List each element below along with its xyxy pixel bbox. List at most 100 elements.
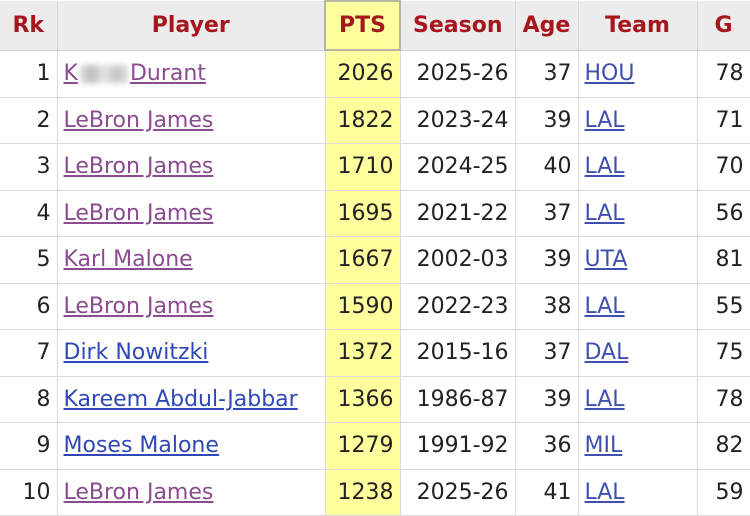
team-cell: LAL xyxy=(578,283,698,330)
age-cell: 41 xyxy=(515,469,579,516)
player-cell: Kareem Abdul-Jabbar xyxy=(57,376,326,423)
season-cell: 1991-92 xyxy=(400,422,516,470)
player-link[interactable]: LeBron James xyxy=(63,154,214,180)
age-cell: 37 xyxy=(515,329,579,377)
player-name-end: Durant xyxy=(129,61,206,86)
points-cell: 1695 xyxy=(325,190,401,237)
team-link[interactable]: LAL xyxy=(584,386,625,412)
team-cell: HOU xyxy=(578,50,698,98)
team-link[interactable]: LAL xyxy=(584,200,625,226)
table-row: 1 K Durant 2026 2025-26 37 HOU 78 xyxy=(0,50,750,98)
rank-cell: 8 xyxy=(0,376,58,423)
points-cell: 1710 xyxy=(325,143,401,191)
player-cell: K Durant xyxy=(57,50,326,98)
column-header[interactable]: PTS xyxy=(324,0,401,51)
player-link[interactable]: Dirk Nowitzki xyxy=(63,340,209,366)
games-cell: 75 xyxy=(697,329,750,377)
games-cell: 78 xyxy=(697,376,750,423)
games-cell: 70 xyxy=(697,143,750,191)
team-cell: DAL xyxy=(578,329,698,377)
player-link[interactable]: LeBron James xyxy=(63,200,214,226)
age-cell: 36 xyxy=(515,422,579,470)
team-cell: UTA xyxy=(578,236,698,284)
games-cell: 82 xyxy=(697,422,750,470)
column-header[interactable]: G xyxy=(697,1,750,51)
games-cell: 78 xyxy=(697,50,750,98)
team-link[interactable]: LAL xyxy=(584,154,625,180)
points-cell: 1238 xyxy=(325,469,401,516)
team-link[interactable]: DAL xyxy=(584,340,629,366)
team-link[interactable]: UTA xyxy=(584,247,628,273)
games-cell: 59 xyxy=(697,469,750,516)
player-cell: Moses Malone xyxy=(57,422,326,470)
team-cell: LAL xyxy=(578,376,698,423)
team-link[interactable]: LAL xyxy=(584,479,625,505)
team-cell: LAL xyxy=(578,469,698,516)
player-cell: LeBron James xyxy=(57,97,326,144)
age-cell: 38 xyxy=(515,283,579,330)
rank-cell: 5 xyxy=(0,236,58,284)
player-link[interactable]: K Durant xyxy=(64,61,206,86)
season-cell: 2015-16 xyxy=(400,329,516,377)
player-cell: LeBron James xyxy=(57,143,326,191)
rank-cell: 1 xyxy=(0,50,58,98)
player-link[interactable]: Kareem Abdul-Jabbar xyxy=(63,386,298,412)
column-header[interactable]: Team xyxy=(578,1,698,51)
player-link[interactable]: LeBron James xyxy=(63,293,214,319)
games-cell: 56 xyxy=(697,190,750,237)
blurred-text xyxy=(79,65,128,83)
player-cell: LeBron James xyxy=(57,190,326,237)
column-header[interactable]: Player xyxy=(57,1,326,51)
team-link[interactable]: LAL xyxy=(584,293,625,319)
table-row: 3 LeBron James 1710 2024-25 40 LAL 70 xyxy=(0,143,750,191)
table-row: 7 Dirk Nowitzki 1372 2015-16 37 DAL 75 xyxy=(0,329,750,377)
points-cell: 2026 xyxy=(325,50,401,98)
player-link[interactable]: Karl Malone xyxy=(63,247,193,273)
age-cell: 39 xyxy=(515,97,579,144)
games-cell: 71 xyxy=(697,97,750,144)
player-cell: LeBron James xyxy=(57,283,326,330)
age-cell: 39 xyxy=(515,376,579,423)
age-cell: 40 xyxy=(515,143,579,191)
season-cell: 2023-24 xyxy=(400,97,516,144)
points-cell: 1366 xyxy=(325,376,401,423)
age-cell: 39 xyxy=(515,236,579,284)
season-cell: 2025-26 xyxy=(400,469,516,516)
rank-cell: 10 xyxy=(0,469,58,516)
player-link[interactable]: LeBron James xyxy=(63,479,214,505)
team-cell: LAL xyxy=(578,143,698,191)
season-cell: 2024-25 xyxy=(400,143,516,191)
team-link[interactable]: HOU xyxy=(584,61,635,86)
team-link[interactable]: LAL xyxy=(584,107,625,133)
rank-cell: 6 xyxy=(0,283,58,330)
column-header[interactable]: Age xyxy=(515,1,579,51)
team-cell: MIL xyxy=(578,422,698,470)
points-cell: 1667 xyxy=(325,236,401,284)
table-row: 8 Kareem Abdul-Jabbar 1366 1986-87 39 LAL 78 xyxy=(0,376,750,423)
player-cell: LeBron James xyxy=(57,469,326,516)
rank-cell: 2 xyxy=(0,97,58,144)
season-cell: 2025-26 xyxy=(400,50,516,98)
header-row: Rk Player PTS Season Age Team G xyxy=(0,0,750,51)
team-link[interactable]: MIL xyxy=(584,433,623,459)
games-cell: 81 xyxy=(697,236,750,284)
season-cell: 2021-22 xyxy=(400,190,516,237)
rank-cell: 9 xyxy=(0,422,58,470)
table-row: 9 Moses Malone 1279 1991-92 36 MIL 82 xyxy=(0,422,750,470)
team-cell: LAL xyxy=(578,190,698,237)
team-cell: LAL xyxy=(578,97,698,144)
player-link[interactable]: Moses Malone xyxy=(63,433,219,459)
table-row: 2 LeBron James 1822 2023-24 39 LAL 71 xyxy=(0,97,750,144)
player-cell: Dirk Nowitzki xyxy=(57,329,326,377)
player-link[interactable]: LeBron James xyxy=(63,107,214,133)
points-cell: 1279 xyxy=(325,422,401,470)
player-cell: Karl Malone xyxy=(57,236,326,284)
column-header[interactable]: Rk xyxy=(0,1,58,51)
points-cell: 1590 xyxy=(325,283,401,330)
games-cell: 55 xyxy=(697,283,750,330)
rank-cell: 3 xyxy=(0,143,58,191)
season-cell: 1986-87 xyxy=(400,376,516,423)
column-header[interactable]: Season xyxy=(400,1,516,51)
